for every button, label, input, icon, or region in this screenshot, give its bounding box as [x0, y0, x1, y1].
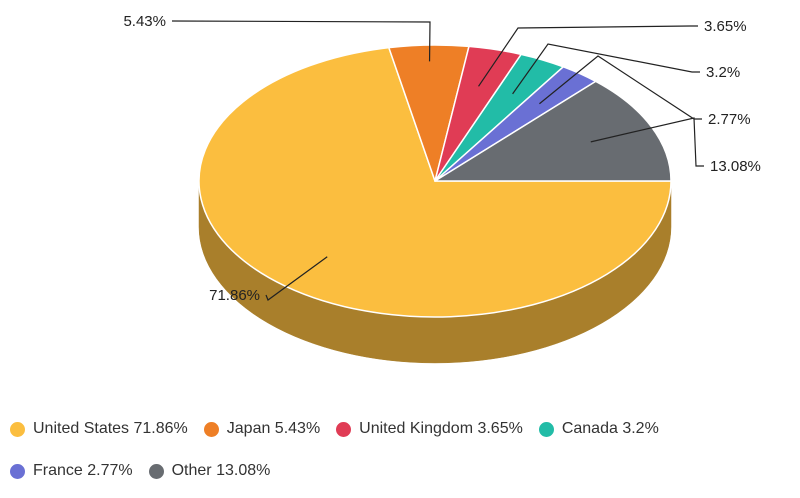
legend-item-other[interactable]: Other 13.08%: [148, 462, 271, 480]
legend-dot: [10, 463, 25, 479]
slice-label-japan: 5.43%: [123, 13, 166, 30]
leader-line-united-kingdom: [478, 25, 698, 87]
slice-label-other: 13.08%: [710, 158, 761, 175]
legend-item-france[interactable]: France 2.77%: [10, 462, 133, 480]
legend: United States 71.86% Japan 5.43% United …: [10, 414, 800, 498]
legend-label: Japan 5.43%: [226, 420, 321, 437]
leader-line-other: [590, 117, 704, 167]
legend-item-united-states[interactable]: United States 71.86%: [10, 420, 188, 438]
pie-chart: 71.86% 5.43% 3.65% 3.2% 2.77% 13.08%: [123, 13, 761, 364]
label-leaders: [171, 20, 704, 301]
legend-row: France 2.77% Other 13.08%: [10, 456, 800, 486]
leader-line-france: [539, 55, 702, 120]
slice-label-united-states: 71.86%: [209, 287, 260, 304]
leader-line-japan: [171, 20, 431, 62]
legend-dot: [10, 421, 25, 437]
legend-dot: [148, 463, 164, 479]
legend-label: Other 13.08%: [171, 462, 271, 479]
legend-label: France 2.77%: [33, 462, 133, 479]
legend-label: Canada 3.2%: [561, 420, 659, 437]
pie-slice-other[interactable]: [434, 80, 672, 182]
slice-labels: 71.86% 5.43% 3.65% 3.2% 2.77% 13.08%: [123, 13, 760, 304]
legend-dot: [538, 421, 554, 437]
slice-label-france: 2.77%: [708, 111, 751, 128]
pie-slice-united-states[interactable]: [198, 46, 672, 318]
legend-dot: [336, 421, 352, 437]
legend-label: United States 71.86%: [33, 420, 188, 437]
pie-slices: [198, 44, 672, 318]
leader-line-canada: [512, 43, 700, 95]
legend-item-canada[interactable]: Canada 3.2%: [538, 420, 659, 438]
leader-line-united-states: [265, 256, 328, 301]
legend-item-united-kingdom[interactable]: United Kingdom 3.65%: [336, 420, 523, 438]
slice-label-canada: 3.2%: [706, 64, 740, 81]
legend-dot: [203, 421, 219, 437]
legend-row: United States 71.86% Japan 5.43% United …: [10, 414, 800, 444]
slice-label-united-kingdom: 3.65%: [704, 18, 747, 35]
legend-item-japan[interactable]: Japan 5.43%: [203, 420, 321, 438]
legend-label: United Kingdom 3.65%: [359, 420, 523, 437]
